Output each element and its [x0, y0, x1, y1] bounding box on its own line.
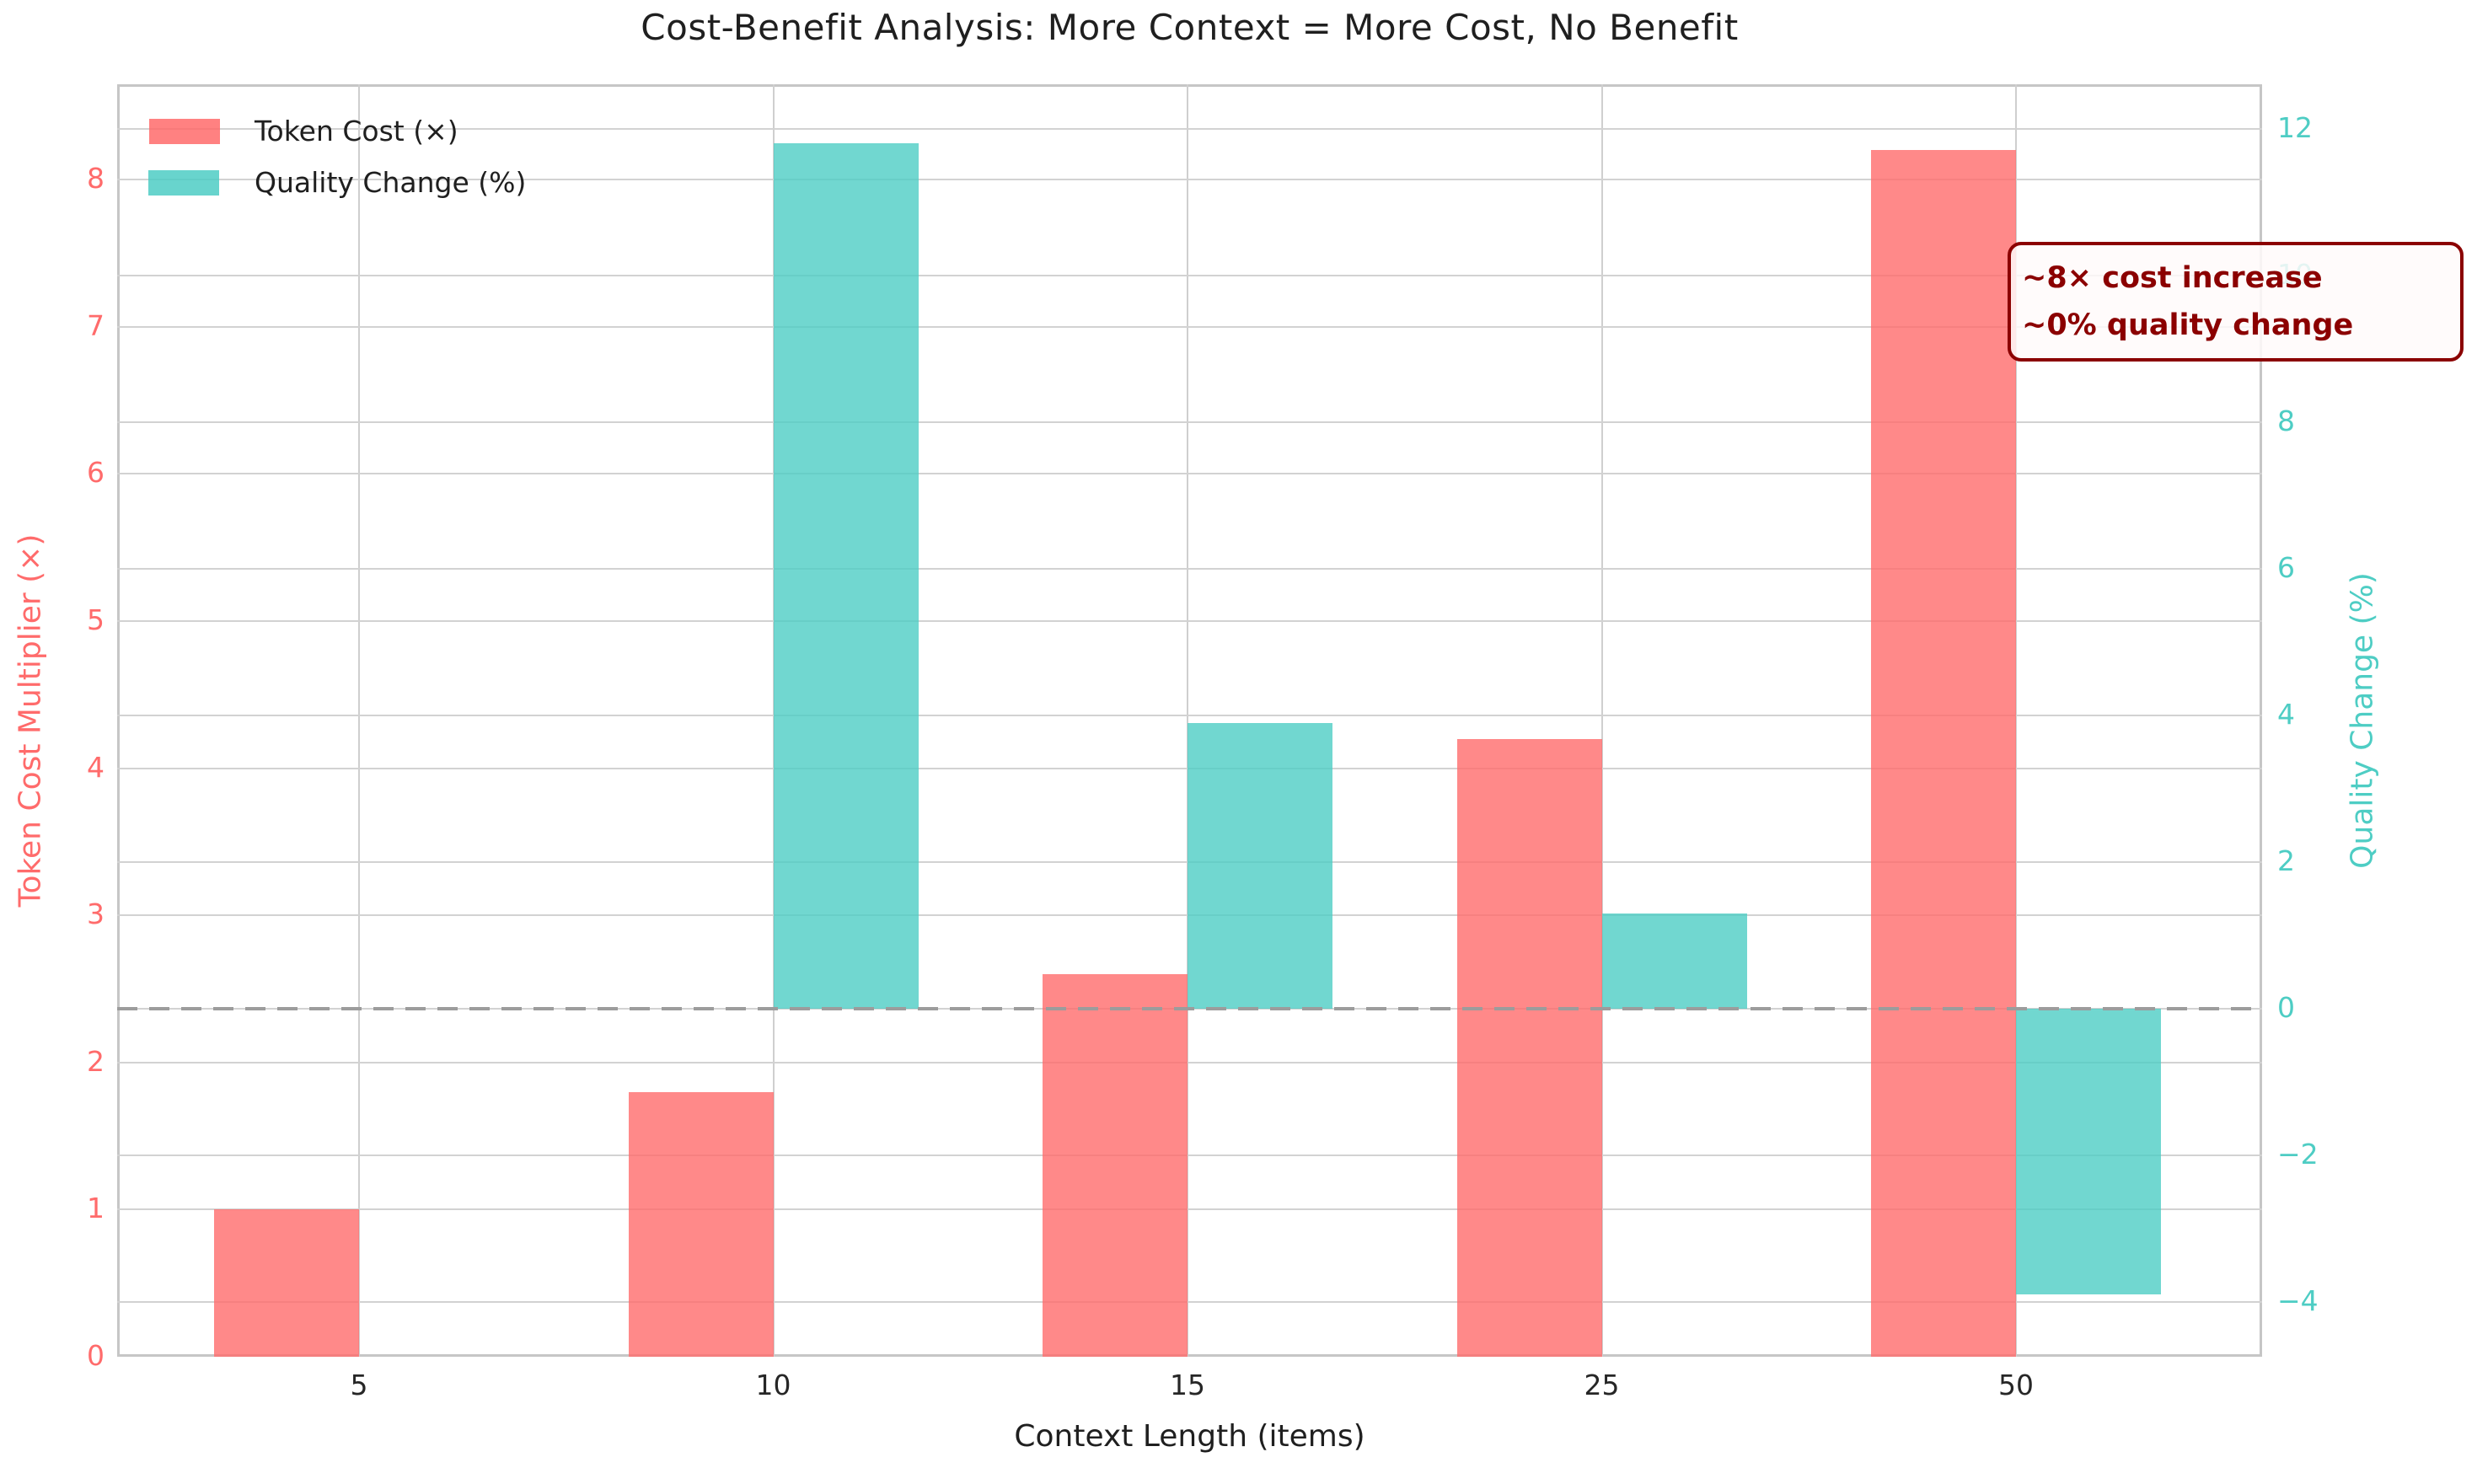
- annotation-box: ~8× cost increase ~0% quality change: [2008, 242, 2464, 362]
- bar-token-cost-x25: [1456, 738, 1602, 1357]
- annotation-line-1: ~8× cost increase: [2022, 261, 2323, 295]
- x-axis-label: Context Length (items): [1014, 1419, 1365, 1454]
- vertical-gridline: [1600, 84, 1603, 1357]
- bar-token-cost-x5: [214, 1209, 359, 1357]
- legend-label-quality-change: Quality Change (%): [255, 166, 527, 199]
- right-gridline: [117, 568, 2262, 570]
- left-tick-1: 1: [87, 1192, 105, 1225]
- vertical-gridline: [2015, 84, 2017, 1357]
- left-gridline: [117, 1208, 2262, 1211]
- right-gridline: [117, 1301, 2262, 1303]
- plot-area: [117, 84, 2262, 1357]
- left-gridline: [117, 620, 2262, 622]
- x-tick-5: 5: [350, 1369, 368, 1401]
- legend-swatch-token-cost: [149, 119, 220, 144]
- bar-token-cost-x15: [1043, 974, 1188, 1357]
- bar-quality-change-x10: [773, 143, 919, 1009]
- left-axis-label: Token Cost Multiplier (×): [13, 533, 48, 908]
- left-gridline: [117, 179, 2262, 181]
- left-gridline: [117, 1061, 2262, 1063]
- right-gridline: [117, 421, 2262, 423]
- right-tick--4: −4: [2277, 1284, 2319, 1317]
- x-tick-15: 15: [1170, 1369, 1205, 1401]
- right-gridline: [117, 128, 2262, 130]
- left-tick-8: 8: [87, 162, 105, 196]
- bar-quality-change-x15: [1188, 722, 1332, 1009]
- bar-token-cost-x50: [1871, 150, 2016, 1357]
- right-gridline: [117, 275, 2262, 276]
- bar-token-cost-x10: [628, 1091, 774, 1357]
- right-axis-label: Quality Change (%): [2345, 572, 2380, 869]
- left-tick-6: 6: [87, 456, 105, 490]
- bar-quality-change-x25: [1601, 913, 1747, 1009]
- left-gridline: [117, 325, 2262, 328]
- right-tick-4: 4: [2277, 698, 2295, 731]
- legend-swatch-quality-change: [148, 170, 219, 196]
- bar-quality-change-x50: [2016, 1009, 2161, 1295]
- left-tick-7: 7: [87, 308, 105, 342]
- vertical-gridline: [358, 84, 360, 1357]
- left-tick-2: 2: [87, 1044, 105, 1078]
- left-tick-0: 0: [87, 1339, 105, 1372]
- left-tick-5: 5: [87, 603, 105, 636]
- chart-title: Cost-Benefit Analysis: More Context = Mo…: [641, 7, 1739, 48]
- left-tick-4: 4: [87, 750, 105, 784]
- left-tick-3: 3: [87, 897, 105, 931]
- x-tick-10: 10: [755, 1369, 791, 1401]
- vertical-gridline: [1187, 84, 1188, 1357]
- right-tick-12: 12: [2277, 111, 2313, 144]
- right-gridline: [117, 715, 2262, 716]
- x-tick-50: 50: [1998, 1369, 2034, 1401]
- right-gridline: [117, 1155, 2262, 1156]
- right-tick-8: 8: [2277, 404, 2295, 437]
- right-tick--2: −2: [2277, 1138, 2319, 1171]
- zero-dashed-line: [117, 1007, 2262, 1010]
- right-tick-6: 6: [2277, 551, 2295, 584]
- annotation-line-2: ~0% quality change: [2022, 308, 2354, 342]
- left-gridline: [117, 473, 2262, 475]
- x-tick-25: 25: [1584, 1369, 1620, 1401]
- right-tick-0: 0: [2277, 991, 2295, 1024]
- right-tick-2: 2: [2277, 844, 2295, 877]
- legend-label-token-cost: Token Cost (×): [255, 115, 458, 147]
